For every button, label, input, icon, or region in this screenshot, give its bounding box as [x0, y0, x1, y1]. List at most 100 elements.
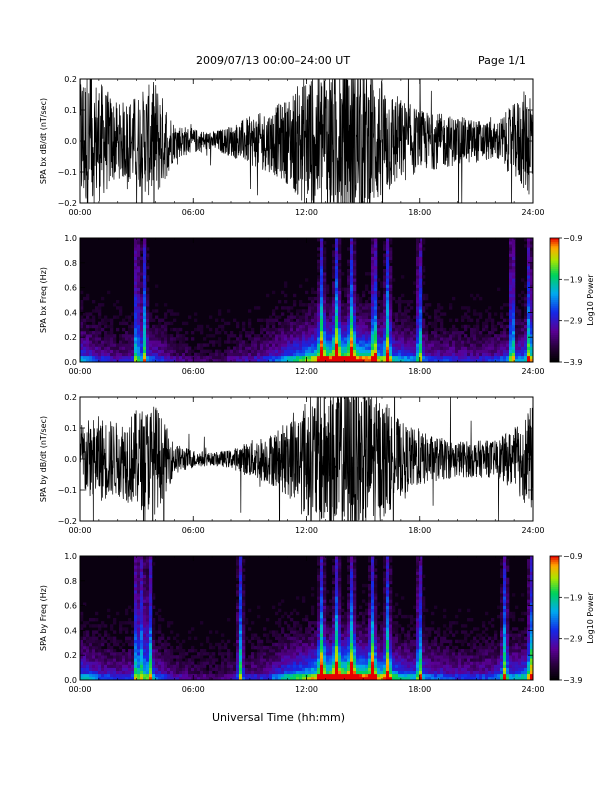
spectrogram-cell: [272, 349, 276, 353]
spectrogram-cell: [332, 645, 336, 650]
spectrogram-cell: [179, 670, 183, 675]
spectrogram-cell: [395, 337, 399, 341]
spectrogram-cell: [509, 315, 513, 319]
spectrogram-cell: [341, 349, 345, 353]
spectrogram-cell: [491, 352, 495, 357]
spectrogram-cell: [329, 352, 333, 357]
spectrogram-cell: [134, 649, 138, 653]
spectrogram-cell: [98, 664, 102, 668]
spectrogram-cell: [398, 309, 402, 313]
colorbar-swatch: [550, 300, 559, 303]
spectrogram-cell: [371, 312, 375, 316]
spectrogram-cell: [320, 649, 324, 653]
spectrogram-cell: [149, 556, 153, 560]
spectrogram-cell: [335, 624, 339, 628]
spectrogram-cell: [107, 670, 111, 675]
spectrogram-cell: [143, 300, 147, 304]
spectrogram-cell: [374, 306, 378, 310]
spectrogram-cell: [137, 583, 141, 588]
spectrogram-cell: [281, 639, 285, 644]
spectrogram-cell: [224, 667, 228, 671]
spectrogram-cell: [194, 667, 198, 671]
spectrogram-cell: [155, 303, 159, 307]
spectrogram-cell: [119, 627, 123, 631]
spectrogram-cell: [200, 655, 204, 659]
spectrogram-cell: [290, 658, 294, 662]
spectrogram-cell: [290, 318, 294, 322]
spectrogram-cell: [497, 346, 501, 350]
spectrogram-cell: [329, 300, 333, 304]
spectrogram-cell: [320, 303, 324, 307]
spectrogram-cell: [509, 358, 513, 363]
spectrogram-cell: [236, 630, 240, 634]
spectrogram-cell: [356, 306, 360, 310]
spectrogram-cell: [113, 334, 117, 338]
spectrogram-cell: [236, 324, 240, 329]
spectrogram-cell: [113, 355, 117, 360]
spectrogram-cell: [359, 346, 363, 350]
spectrogram-cell: [152, 562, 156, 566]
spectrogram-cell: [524, 318, 528, 322]
spectrogram-cell: [137, 309, 141, 313]
spectrogram-cell: [524, 343, 528, 347]
spectrogram-cell: [296, 639, 300, 644]
spectrogram-cell: [338, 238, 342, 242]
timeseries-trace: [80, 79, 533, 203]
spectrogram-cell: [299, 343, 303, 347]
spectrogram-cell: [284, 352, 288, 357]
spectrogram-cell: [485, 352, 489, 357]
spectrogram-cell: [86, 661, 90, 665]
spectrogram-cell: [137, 562, 141, 566]
spectrogram-cell: [170, 337, 174, 341]
spectrogram-cell: [170, 649, 174, 653]
spectrogram-cell: [134, 670, 138, 675]
spectrogram-cell: [389, 259, 393, 264]
spectrogram-cell: [452, 334, 456, 338]
spectrogram-cell: [95, 636, 99, 640]
spectrogram-cell: [137, 574, 141, 578]
spectrogram-cell: [143, 630, 147, 634]
spectrogram-cell: [341, 624, 345, 628]
spectrogram-cell: [164, 337, 168, 341]
spectrogram-cell: [365, 630, 369, 634]
spectrogram-cell: [482, 346, 486, 350]
spectrogram-cell: [134, 272, 138, 276]
spectrogram-cell: [491, 321, 495, 326]
spectrogram-cell: [134, 324, 138, 329]
spectrogram-cell: [80, 639, 84, 644]
spectrogram-cell: [317, 262, 321, 267]
spectrogram-cell: [134, 574, 138, 578]
spectrogram-cell: [143, 315, 147, 319]
spectrogram-cell: [323, 358, 327, 363]
spectrogram-cell: [386, 352, 390, 357]
spectrogram-cell: [170, 645, 174, 650]
spectrogram-cell: [329, 349, 333, 353]
spectrogram-cell: [329, 358, 333, 363]
spectrogram-cell: [299, 340, 303, 344]
spectrogram-cell: [335, 358, 339, 363]
spectrogram-cell: [314, 355, 318, 360]
spectrogram-cell: [332, 355, 336, 360]
spectrogram-cell: [281, 667, 285, 671]
spectrogram-cell: [146, 290, 150, 295]
spectrogram-cell: [335, 661, 339, 665]
spectrogram-cell: [182, 321, 186, 326]
spectrogram-cell: [335, 315, 339, 319]
spectrogram-cell: [143, 272, 147, 276]
spectrogram-cell: [137, 256, 141, 260]
spectrogram-cell: [254, 664, 258, 668]
spectrogram-cell: [524, 309, 528, 313]
spectrogram-cell: [275, 337, 279, 341]
spectrogram-cell: [290, 346, 294, 350]
spectrogram-cell: [161, 652, 165, 656]
spectrogram-cell: [404, 312, 408, 316]
spectrogram-cell: [140, 315, 144, 319]
spectrogram-cell: [122, 321, 126, 326]
spectrogram-cell: [245, 636, 249, 640]
spectrogram-cell: [146, 293, 150, 298]
spectrogram-cell: [452, 346, 456, 350]
spectrogram-cell: [374, 355, 378, 360]
spectrogram-cell: [164, 312, 168, 316]
spectrogram-cell: [200, 673, 204, 678]
spectrogram-cell: [512, 355, 516, 360]
